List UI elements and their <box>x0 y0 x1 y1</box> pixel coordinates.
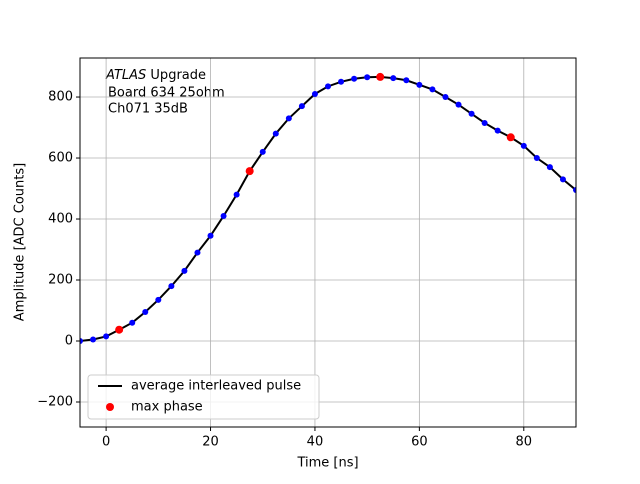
sample-dot <box>520 142 527 149</box>
sample-dot <box>129 319 136 326</box>
max-phase-dot <box>115 325 124 334</box>
y-tick-label: 0 <box>65 334 73 349</box>
sample-dot <box>533 155 540 162</box>
sample-dot <box>559 176 566 183</box>
pulse-line <box>80 75 576 342</box>
y-tick-label: 800 <box>48 90 73 105</box>
sample-dot <box>546 164 553 171</box>
x-tick-label: 40 <box>307 435 324 450</box>
sample-dot <box>194 249 201 256</box>
sample-dot <box>311 90 318 97</box>
x-tick-label: 20 <box>202 435 219 450</box>
legend-box <box>87 374 320 420</box>
annotation-text: Upgrade <box>150 68 206 83</box>
sample-dot <box>351 75 358 82</box>
x-tick-label: 80 <box>516 435 533 450</box>
y-tick-label: 400 <box>48 212 73 227</box>
sample-dot <box>285 115 292 122</box>
sample-dot <box>155 296 162 303</box>
annotation-line: Board 634 25ohm <box>108 86 225 101</box>
sample-dot <box>168 283 175 290</box>
y-tick-label: 600 <box>48 151 73 166</box>
sample-dot <box>80 338 83 345</box>
max-phase-dot <box>506 133 515 142</box>
sample-dot <box>259 148 266 155</box>
y-axis-label: Amplitude [ADC Counts] <box>13 163 28 321</box>
max-phase-dot <box>376 72 385 81</box>
sample-dot <box>442 94 449 101</box>
legend-dot <box>106 403 114 411</box>
sample-dot <box>364 74 371 81</box>
sample-dot <box>494 127 501 134</box>
x-tick-label: 60 <box>411 435 428 450</box>
sample-dot <box>455 101 462 108</box>
sample-dot <box>416 81 423 88</box>
sample-dot <box>233 191 240 198</box>
legend-label: max phase <box>131 400 203 415</box>
plot <box>80 72 576 345</box>
sample-dot <box>298 103 305 110</box>
sample-dot <box>481 119 488 126</box>
sample-dot <box>90 336 97 343</box>
x-tick-label: 0 <box>102 435 110 450</box>
sample-dot <box>103 333 110 340</box>
sample-dot <box>403 77 410 84</box>
annotation-line: Ch071 35dB <box>108 102 188 117</box>
sample-dot <box>272 130 279 137</box>
sample-dot <box>325 83 331 90</box>
annotation-italic: ATLAS <box>105 68 146 83</box>
max-phase-dot <box>245 167 254 176</box>
sample-dot <box>181 267 188 274</box>
sample-dot <box>468 110 475 117</box>
sample-dot <box>207 232 214 239</box>
plot-frame <box>79 57 577 428</box>
sample-dot <box>390 75 397 82</box>
sample-dot <box>142 309 149 316</box>
legend-label: average interleaved pulse <box>131 379 301 394</box>
sample-dot <box>220 212 227 219</box>
sample-dot <box>573 187 576 194</box>
x-axis-label: Time [ns] <box>296 456 358 471</box>
sample-dot <box>338 78 345 85</box>
y-tick-label: −200 <box>37 394 73 409</box>
sample-dot <box>429 86 436 93</box>
annotation: ATLAS Upgrade <box>105 68 206 83</box>
y-tick-label: 200 <box>48 273 73 288</box>
